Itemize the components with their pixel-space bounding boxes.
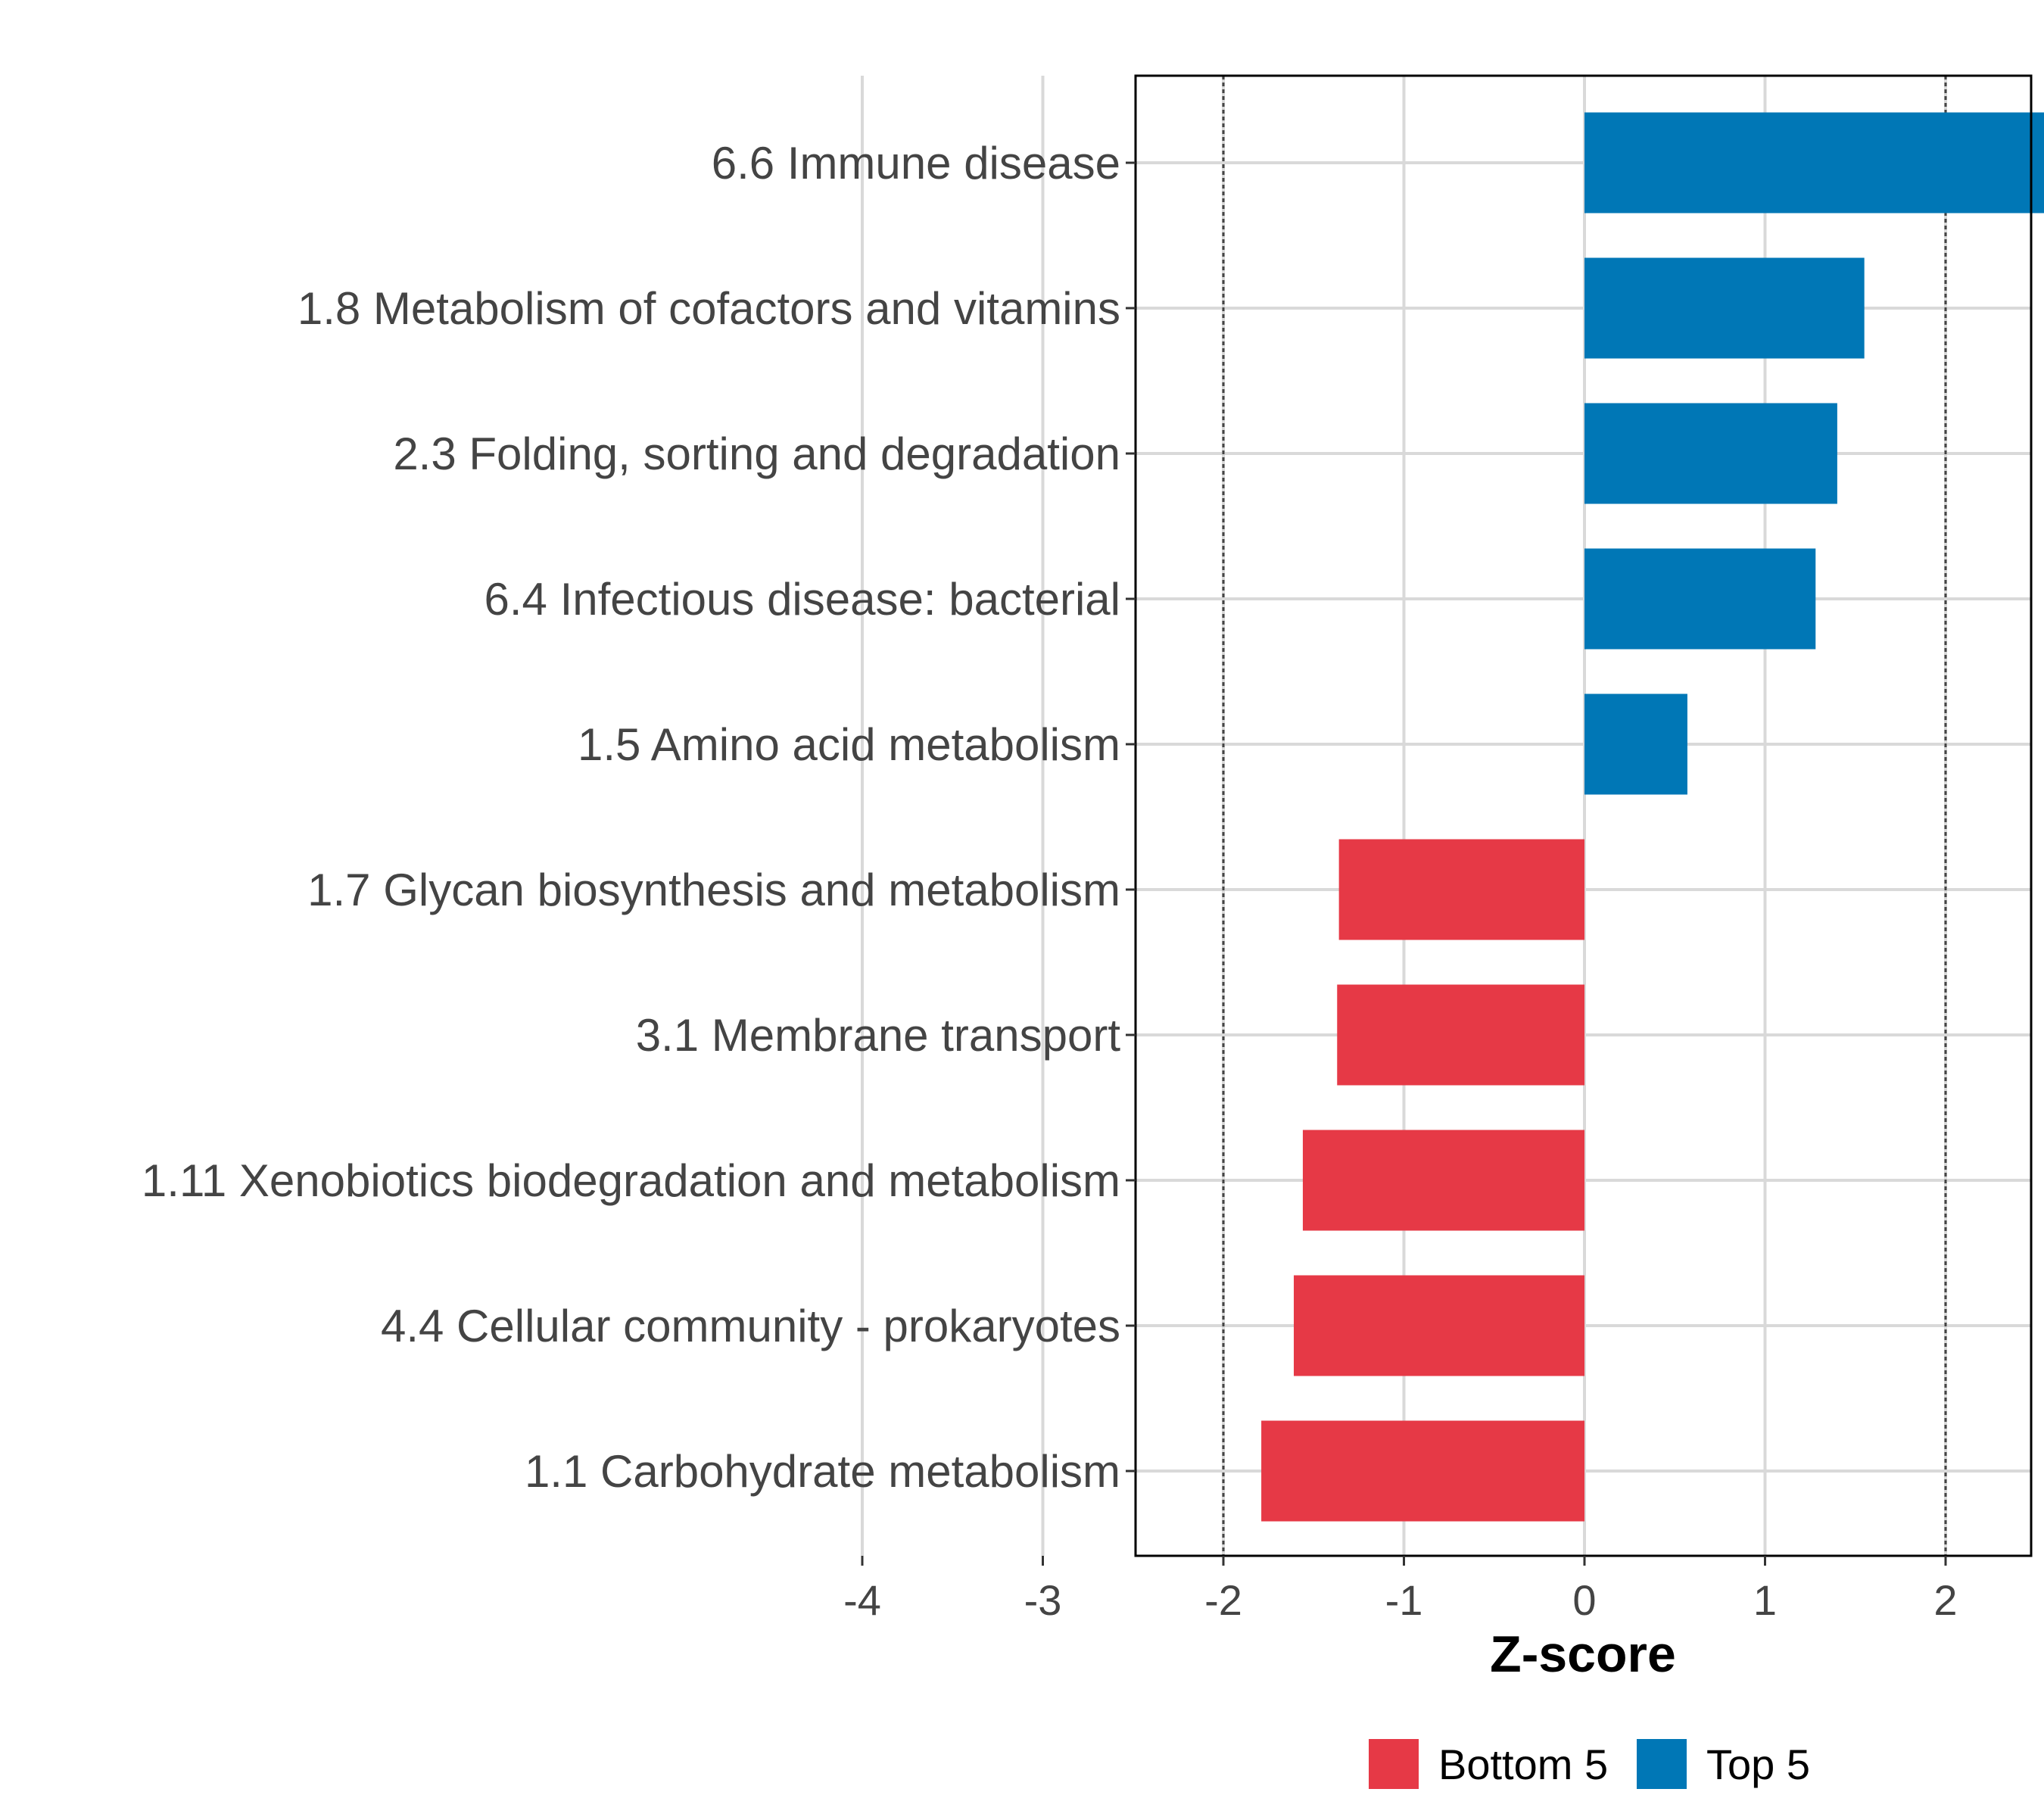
category-label: 1.11 Xenobiotics biodegradation and meta… xyxy=(142,1155,1120,1206)
legend-swatch xyxy=(1369,1739,1419,1789)
x-tick-label: 2 xyxy=(1933,1576,1957,1624)
x-axis-title: Z-score xyxy=(1490,1625,1676,1683)
bar xyxy=(1584,403,1837,504)
bar xyxy=(1261,1420,1584,1522)
x-tick-label: -2 xyxy=(1204,1576,1242,1624)
category-label: 1.5 Amino acid metabolism xyxy=(578,719,1120,770)
bar xyxy=(1584,112,2044,213)
category-label: 4.4 Cellular community - prokaryotes xyxy=(381,1301,1120,1351)
category-label: 6.6 Immune disease xyxy=(712,138,1120,189)
x-tick-label: -3 xyxy=(1024,1576,1062,1624)
x-tick-marks xyxy=(861,1556,1947,1566)
legend: Bottom 5 Top 5 xyxy=(1369,1739,1810,1789)
legend-swatch xyxy=(1637,1739,1687,1789)
y-tick-marks xyxy=(1126,161,1136,1473)
category-label: 3.1 Membrane transport xyxy=(636,1010,1121,1061)
bar xyxy=(1584,257,1865,359)
category-labels: 6.6 Immune disease 1.8 Metabolism of cofa… xyxy=(142,138,1120,1497)
reference-lines xyxy=(1222,76,1947,1556)
bars xyxy=(1261,112,2044,1522)
category-label: 6.4 Infectious disease: bacterial xyxy=(485,574,1121,625)
category-label: 1.1 Carbohydrate metabolism xyxy=(525,1446,1120,1497)
category-label: 2.3 Folding, sorting and degradation xyxy=(393,429,1120,479)
bar xyxy=(1302,1130,1584,1231)
category-label: 1.8 Metabolism of cofactors and vitamins xyxy=(298,283,1120,334)
bar xyxy=(1584,693,1687,795)
bar xyxy=(1584,548,1816,650)
x-tick-label: 0 xyxy=(1572,1576,1596,1624)
legend-label: Top 5 xyxy=(1706,1741,1810,1788)
x-tick-label: 1 xyxy=(1753,1576,1777,1624)
x-tick-labels: -4-3-2-101234 xyxy=(843,1576,1957,1624)
bar xyxy=(1294,1275,1584,1376)
legend-label: Bottom 5 xyxy=(1438,1741,1608,1788)
x-tick-label: -1 xyxy=(1385,1576,1423,1624)
category-label: 1.7 Glycan biosynthesis and metabolism xyxy=(307,865,1120,915)
x-tick-label: -4 xyxy=(843,1576,881,1624)
bar xyxy=(1338,839,1584,940)
bar xyxy=(1337,984,1584,1086)
